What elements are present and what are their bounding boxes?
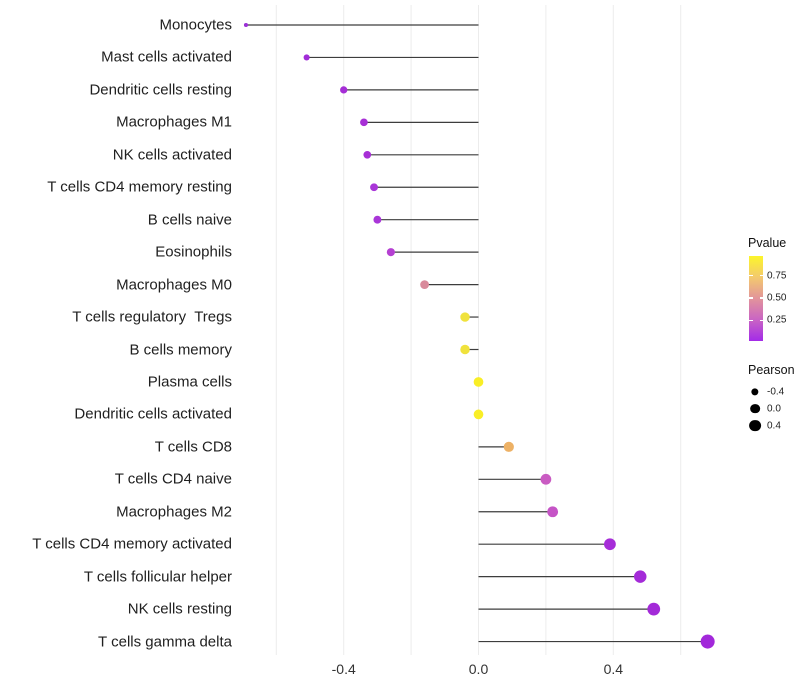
y-axis-label: Macrophages M0 [116, 276, 232, 294]
colorbar-tick-mark [759, 274, 763, 277]
lollipop-dot [386, 248, 395, 257]
lollipop-dot [503, 441, 514, 452]
lollipop-dot [700, 634, 715, 649]
colorbar-tick-mark [749, 319, 753, 322]
size-legend-row: -0.4 [742, 383, 800, 400]
x-axis-tick-label: 0.0 [468, 661, 489, 677]
y-axis-label: NK cells resting [127, 600, 232, 618]
pvalue-legend-title: Pvalue [748, 236, 787, 250]
colorbar-tick-label: 0.75 [767, 270, 787, 282]
y-axis-label: Plasma cells [147, 373, 232, 391]
y-axis-label: T cells follicular helper [83, 568, 232, 586]
y-axis-label: Macrophages M1 [116, 113, 232, 131]
y-axis-label: Monocytes [159, 16, 232, 34]
y-axis-label: Dendritic cells resting [89, 81, 232, 99]
colorbar-tick-label: 0.50 [767, 292, 787, 304]
size-legend-dot [750, 403, 760, 414]
y-axis-label: B cells naive [147, 211, 232, 229]
y-axis-label: NK cells activated [112, 146, 232, 164]
size-legend-label: -0.4 [767, 386, 785, 397]
y-axis-label: T cells gamma delta [98, 633, 232, 651]
lollipop-dot [243, 22, 249, 28]
y-axis-label: T cells CD4 naive [114, 470, 232, 488]
pearson-legend-title: Pearson [748, 363, 795, 377]
lollipop-dot [634, 570, 647, 583]
y-axis-label: Dendritic cells activated [74, 405, 232, 423]
lollipop-dot [303, 54, 310, 61]
colorbar-tick-label: 0.25 [767, 314, 787, 326]
colorbar-tick-mark [759, 297, 763, 299]
lollipop-dot [473, 409, 484, 420]
y-axis-label: T cells CD4 memory activated [32, 535, 232, 553]
y-axis-label: T cells CD4 memory resting [47, 178, 232, 196]
colorbar-tick-mark [749, 274, 753, 277]
size-legend-label: 0.0 [767, 403, 781, 414]
y-axis-label: Mast cells activated [101, 48, 232, 66]
lollipop-dot [540, 473, 552, 485]
x-axis-tick-label: -0.4 [331, 661, 356, 677]
lollipop-dot [360, 118, 368, 127]
pearson-size-legend: -0.4 0.0 0.4 [742, 383, 800, 434]
size-legend-dot [751, 387, 759, 396]
y-axis-label: T cells CD8 [154, 438, 232, 456]
size-legend-dot [749, 419, 761, 432]
y-axis-label: B cells memory [129, 341, 232, 358]
colorbar-tick-mark [759, 319, 763, 322]
y-axis-label: Macrophages M2 [116, 503, 232, 521]
x-axis-tick-label: 0.4 [603, 661, 624, 677]
lollipop-dot [420, 280, 429, 289]
lollipop-dot [340, 86, 348, 94]
legend-panel: Pvalue 0.75 0.50 0.25 Pearson -0.4 0.0 0.4 [742, 236, 800, 434]
lollipop-dot [647, 602, 661, 616]
y-axis-label: Eosinophils [155, 243, 232, 261]
pvalue-colorbar-wrap: 0.75 0.50 0.25 [749, 256, 786, 341]
lollipop-dot [370, 183, 378, 192]
lollipop-dot [363, 150, 372, 159]
lollipop-dot [373, 215, 382, 224]
lollipop-dot [547, 506, 559, 518]
lollipop-dot [473, 377, 484, 387]
lollipop-dot [604, 538, 616, 551]
lollipop-dot [460, 312, 470, 322]
size-legend-label: 0.4 [767, 420, 781, 431]
colorbar-tick-mark [749, 297, 753, 299]
size-legend-row: 0.4 [742, 417, 800, 434]
y-axis-label: T cells regulatory Tregs [72, 308, 232, 326]
size-legend-row: 0.0 [742, 400, 800, 417]
lollipop-dot [460, 344, 470, 355]
